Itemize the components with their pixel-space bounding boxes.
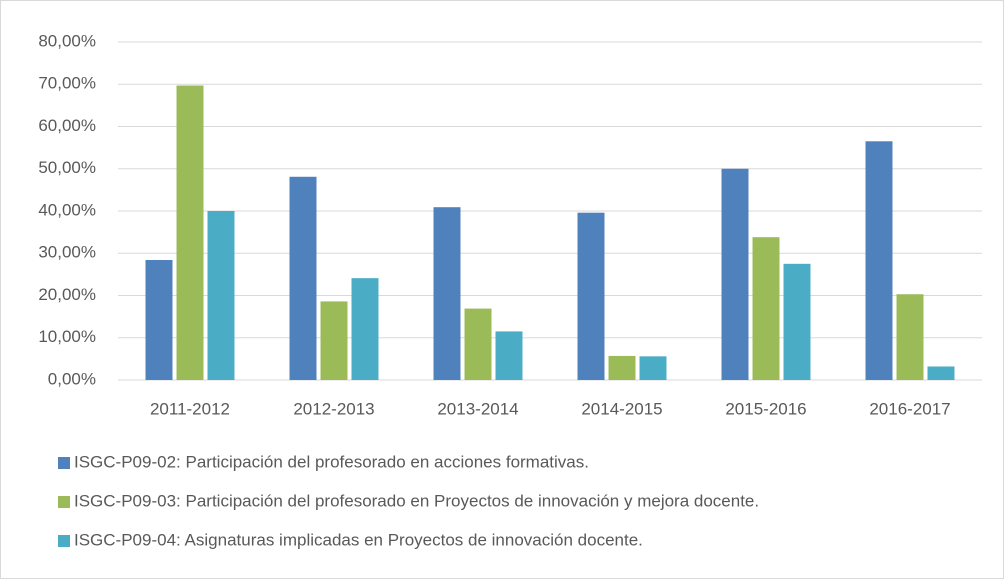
y-tick-label: 20,00% bbox=[38, 285, 96, 304]
bar bbox=[721, 168, 749, 380]
bar bbox=[495, 331, 523, 380]
bar bbox=[927, 366, 955, 380]
bar bbox=[289, 176, 317, 380]
y-tick-label: 30,00% bbox=[38, 243, 96, 262]
bar bbox=[639, 356, 667, 380]
bar bbox=[176, 85, 204, 380]
y-tick-label: 70,00% bbox=[38, 74, 96, 93]
y-tick-label: 10,00% bbox=[38, 327, 96, 346]
bar bbox=[433, 207, 461, 380]
legend-swatch bbox=[58, 496, 70, 508]
bar bbox=[577, 212, 605, 380]
x-tick-label: 2011-2012 bbox=[150, 399, 230, 418]
y-tick-label: 80,00% bbox=[38, 31, 96, 50]
y-tick-label: 40,00% bbox=[38, 200, 96, 219]
x-tick-label: 2013-2014 bbox=[437, 399, 518, 418]
legend-label: ISGC-P09-04: Asignaturas implicadas en P… bbox=[74, 530, 643, 549]
bar bbox=[752, 237, 780, 380]
x-tick-label: 2014-2015 bbox=[581, 399, 662, 418]
x-tick-label: 2012-2013 bbox=[293, 399, 374, 418]
bar bbox=[783, 263, 811, 380]
y-tick-label: 0,00% bbox=[48, 369, 96, 388]
bar bbox=[320, 301, 348, 380]
x-tick-label: 2016-2017 bbox=[869, 399, 950, 418]
y-tick-label: 60,00% bbox=[38, 116, 96, 135]
legend-swatch bbox=[58, 457, 70, 469]
y-tick-label: 50,00% bbox=[38, 158, 96, 177]
x-tick-label: 2015-2016 bbox=[725, 399, 806, 418]
legend-label: ISGC-P09-02: Participación del profesora… bbox=[74, 452, 589, 471]
bar bbox=[145, 260, 173, 380]
bar bbox=[896, 294, 924, 380]
bar bbox=[464, 308, 492, 380]
bar bbox=[207, 211, 235, 380]
legend-label: ISGC-P09-03: Participación del profesora… bbox=[74, 491, 759, 510]
bar bbox=[608, 355, 636, 380]
bar bbox=[865, 141, 893, 380]
bar bbox=[351, 278, 379, 380]
legend-swatch bbox=[58, 535, 70, 547]
